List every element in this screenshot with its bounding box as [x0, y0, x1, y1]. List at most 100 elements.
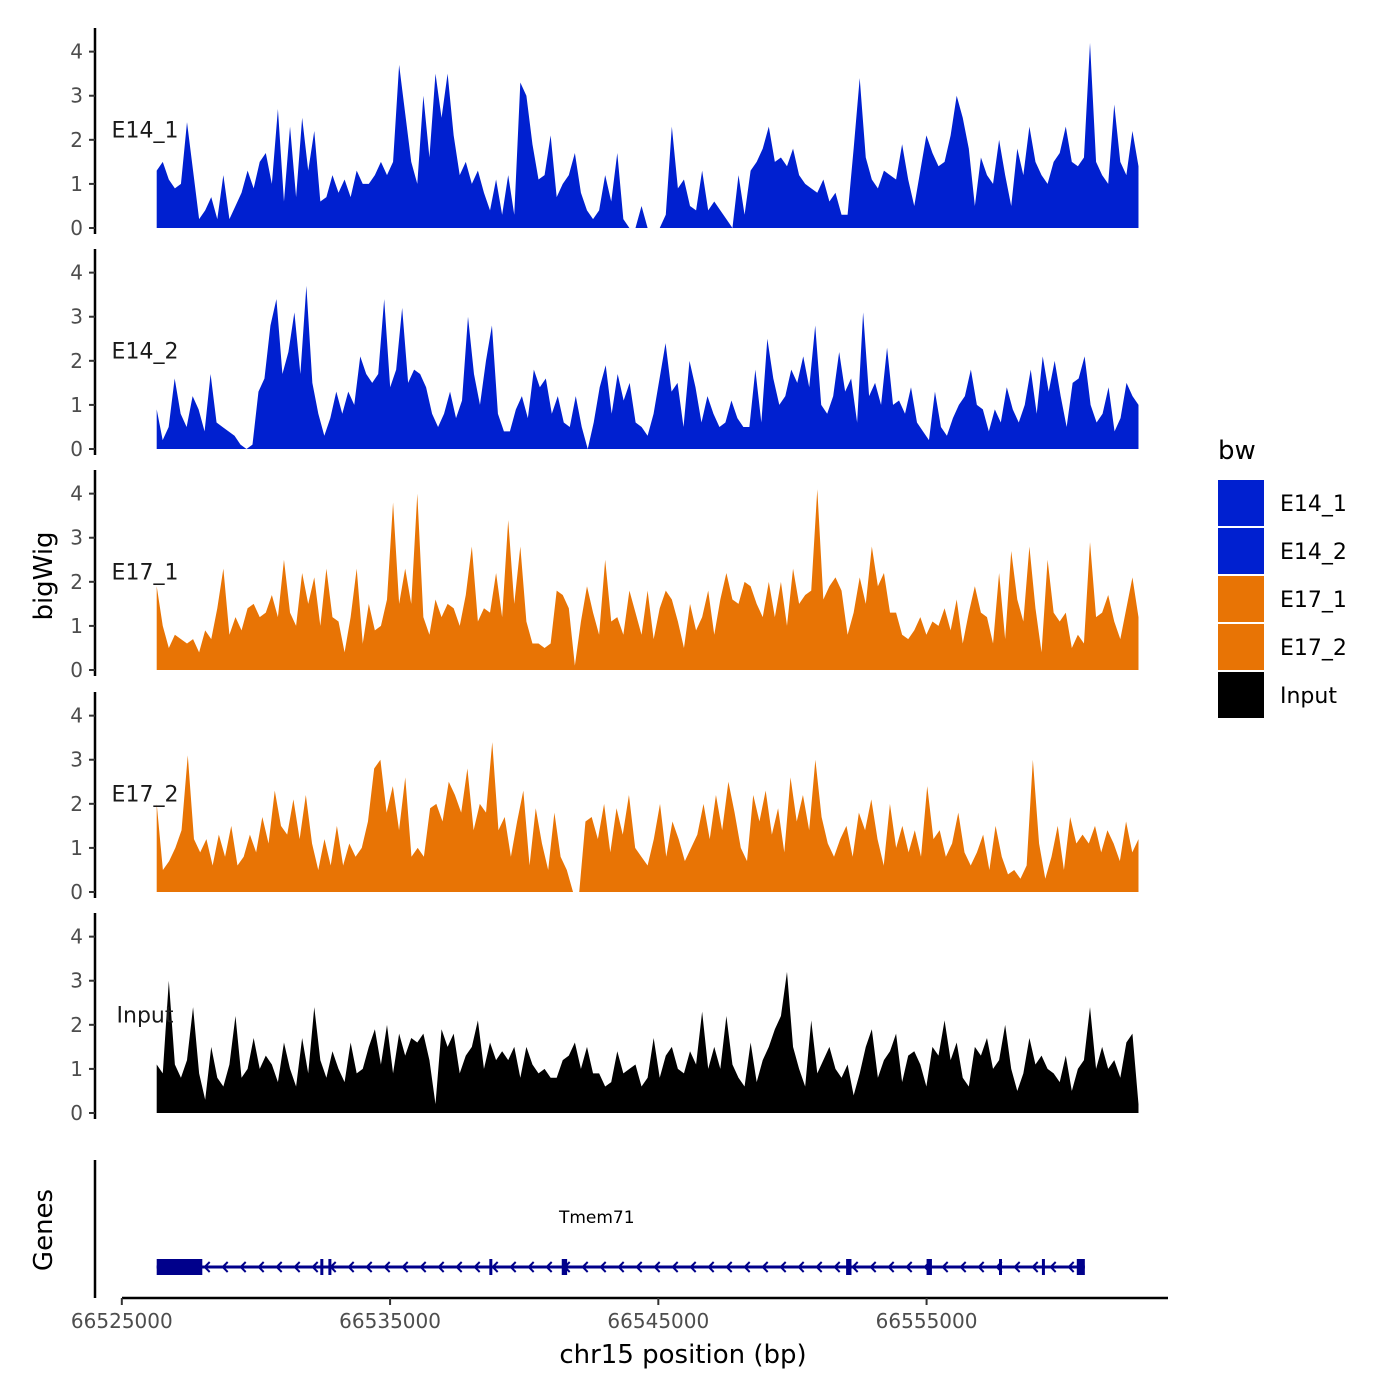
legend-entry-e17-1: E17_1: [1218, 576, 1347, 622]
y-tick-label: 1: [70, 614, 83, 638]
x-axis-title: chr15 position (bp): [559, 1340, 806, 1370]
y-tick-label: 0: [70, 1101, 83, 1125]
strand-arrow: [833, 1261, 841, 1273]
strand-arrow: [653, 1261, 661, 1273]
x-tick-label: 66555000: [876, 1309, 978, 1333]
track-label: Input: [117, 1004, 174, 1029]
gene-label: Tmem71: [558, 1208, 635, 1228]
legend-entry-e14-1: E14_1: [1218, 480, 1347, 526]
legend-swatch: [1218, 672, 1264, 718]
signal-area-e17-2: [156, 742, 1139, 892]
x-axis: 66525000 66535000 66545000 66555000: [71, 1296, 1168, 1333]
x-tick-label: 66545000: [607, 1309, 709, 1333]
y-tick-label: 0: [70, 437, 83, 461]
strand-arrow: [1049, 1261, 1057, 1273]
strand-arrow: [365, 1261, 373, 1273]
strand-arrow: [905, 1261, 913, 1273]
strand-arrow: [491, 1261, 499, 1273]
strand-arrow: [437, 1261, 445, 1273]
track-label: E14_1: [112, 119, 179, 144]
track-label: E17_2: [112, 783, 179, 808]
genes-axis-title: Genes: [29, 1189, 59, 1271]
strand-arrow: [1013, 1261, 1021, 1273]
track-label: E17_1: [112, 561, 179, 586]
y-tick-label: 1: [70, 1057, 83, 1081]
y-tick-label: 4: [70, 704, 83, 728]
exon: [320, 1259, 324, 1275]
strand-arrow: [671, 1261, 679, 1273]
y-tick-label: 3: [70, 526, 83, 550]
gene-tmem71: Tmem71: [156, 1208, 1085, 1275]
signal-area-input: [156, 971, 1139, 1113]
legend: bw E14_1 E14_2 E17_1 E17_2 Input: [1218, 436, 1347, 718]
signal-area-e17-1: [156, 489, 1139, 670]
y-tick-label: 2: [70, 349, 83, 373]
y-tick-label: 1: [70, 393, 83, 417]
y-tick-label: 3: [70, 748, 83, 772]
strand-arrow: [239, 1261, 247, 1273]
legend-entry-e17-2: E17_2: [1218, 624, 1347, 670]
strand-arrow: [527, 1261, 535, 1273]
strand-arrow: [275, 1261, 283, 1273]
legend-entry-input: Input: [1218, 672, 1337, 718]
legend-label: Input: [1280, 684, 1337, 709]
exon: [846, 1259, 852, 1275]
legend-title: bw: [1218, 436, 1256, 466]
strand-arrow: [887, 1261, 895, 1273]
legend-label: E17_2: [1280, 636, 1347, 661]
legend-entry-e14-2: E14_2: [1218, 528, 1347, 574]
x-tick-label: 66525000: [71, 1309, 173, 1333]
signal-area-e14-1: [156, 42, 1139, 228]
strand-arrow: [347, 1261, 355, 1273]
strand-arrow: [815, 1261, 823, 1273]
legend-label: E17_1: [1280, 588, 1347, 613]
track-e14-1: 0 1 2 3 4 E14_1: [70, 28, 1139, 240]
legend-label: E14_1: [1280, 492, 1347, 517]
strand-arrow: [977, 1261, 985, 1273]
strand-arrow: [851, 1261, 859, 1273]
strand-arrow: [707, 1261, 715, 1273]
y-tick-label: 3: [70, 305, 83, 329]
strand-arrow: [941, 1261, 949, 1273]
strand-arrow: [311, 1261, 319, 1273]
y-tick-label: 2: [70, 128, 83, 152]
strand-arrow: [221, 1261, 229, 1273]
strand-arrow: [743, 1261, 751, 1273]
y-tick-label: 4: [70, 925, 83, 949]
track-e14-2: 0 1 2 3 4 E14_2: [70, 249, 1139, 461]
strand-arrow: [761, 1261, 769, 1273]
strand-arrow: [419, 1261, 427, 1273]
exon: [1076, 1259, 1085, 1275]
y-tick-label: 1: [70, 172, 83, 196]
legend-swatch: [1218, 576, 1264, 622]
legend-swatch: [1218, 624, 1264, 670]
strand-arrow: [473, 1261, 481, 1273]
genes-panel: Tmem71: [93, 1160, 1085, 1298]
strand-arrow: [1031, 1261, 1039, 1273]
y-tick-label: 0: [70, 216, 83, 240]
strand-arrow: [869, 1261, 877, 1273]
legend-label: E14_2: [1280, 540, 1347, 565]
strand-arrow: [617, 1261, 625, 1273]
strand-arrow: [545, 1261, 553, 1273]
strand-arrow: [383, 1261, 391, 1273]
x-tick-label: 66535000: [339, 1309, 441, 1333]
strand-arrow: [635, 1261, 643, 1273]
y-tick-label: 0: [70, 880, 83, 904]
y-tick-label: 0: [70, 658, 83, 682]
strand-arrow: [455, 1261, 463, 1273]
exon: [561, 1259, 568, 1275]
exon: [926, 1259, 932, 1275]
strand-arrow: [959, 1261, 967, 1273]
y-tick-label: 2: [70, 792, 83, 816]
y-tick-label: 4: [70, 40, 83, 64]
exon: [156, 1259, 203, 1275]
strand-arrow: [293, 1261, 301, 1273]
strand-arrow: [689, 1261, 697, 1273]
exon: [328, 1259, 332, 1275]
track-input: 0 1 2 3 4 Input: [70, 913, 1139, 1125]
strand-arrow: [509, 1261, 517, 1273]
strand-arrow: [203, 1261, 211, 1273]
track-e17-1: 0 1 2 3 4 E17_1: [70, 470, 1139, 682]
